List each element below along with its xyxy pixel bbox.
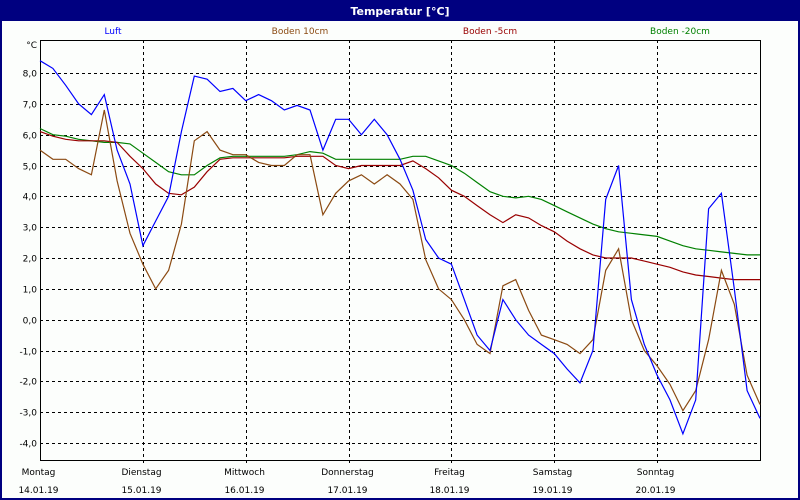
y-tick-label: -3,0 [19, 409, 37, 419]
y-axis-unit: °C [26, 41, 37, 51]
y-tick-label: 2,0 [23, 255, 38, 265]
legend: Luft Boden 10cm Boden -5cm Boden -20cm [104, 27, 710, 37]
x-day-label: Donnerstag [321, 468, 374, 478]
y-tick-label: 4,0 [23, 193, 38, 203]
legend-item-luft: Luft [104, 27, 122, 37]
y-tick-label: -1,0 [19, 348, 37, 358]
y-tick-label: 0,0 [23, 317, 38, 327]
x-day-label: Samstag [533, 468, 572, 478]
x-day-label: Mittwoch [224, 468, 265, 478]
series-line-boden-10cm [39, 109, 761, 412]
x-date-label: 16.01.19 [224, 486, 264, 496]
y-tick-label: 6,0 [23, 132, 38, 142]
series-lines [39, 60, 761, 436]
legend-item-boden-10cm: Boden 10cm [272, 27, 329, 37]
x-date-label: 20.01.19 [635, 486, 675, 496]
y-tick-label: 3,0 [23, 224, 38, 234]
grid [40, 40, 760, 463]
y-tick-label: -4,0 [19, 440, 37, 450]
y-tick-label: -2,0 [19, 378, 37, 388]
x-date-label: 19.01.19 [532, 486, 572, 496]
axis-labels: 8,0 7,0 6,0 5,0 4,0 3,0 2,0 1,0 0,0 -1,0 -2,0 -3,0 -… [18, 41, 675, 496]
x-date-label: 14.01.19 [18, 486, 58, 496]
y-tick-label: 5,0 [23, 163, 38, 173]
series-line-luft [39, 60, 761, 436]
axes [40, 40, 761, 461]
y-tick-label: 7,0 [23, 101, 38, 111]
x-date-label: 17.01.19 [327, 486, 367, 496]
x-day-label: Dienstag [121, 468, 161, 478]
y-tick-label: 1,0 [23, 286, 38, 296]
x-day-label: Montag [22, 468, 56, 478]
legend-item-boden-5cm: Boden -5cm [463, 27, 517, 37]
x-day-label: Sonntag [637, 468, 674, 478]
x-date-label: 18.01.19 [429, 486, 469, 496]
x-date-label: 15.01.19 [121, 486, 161, 496]
y-tick-label: 8,0 [23, 70, 38, 80]
legend-item-boden-20cm: Boden -20cm [650, 27, 710, 37]
x-day-label: Freitag [434, 468, 465, 478]
series-line-boden-5cm [39, 131, 760, 281]
plot-frame [40, 40, 761, 461]
chart-title: Temperatur [°C] [2, 2, 798, 21]
